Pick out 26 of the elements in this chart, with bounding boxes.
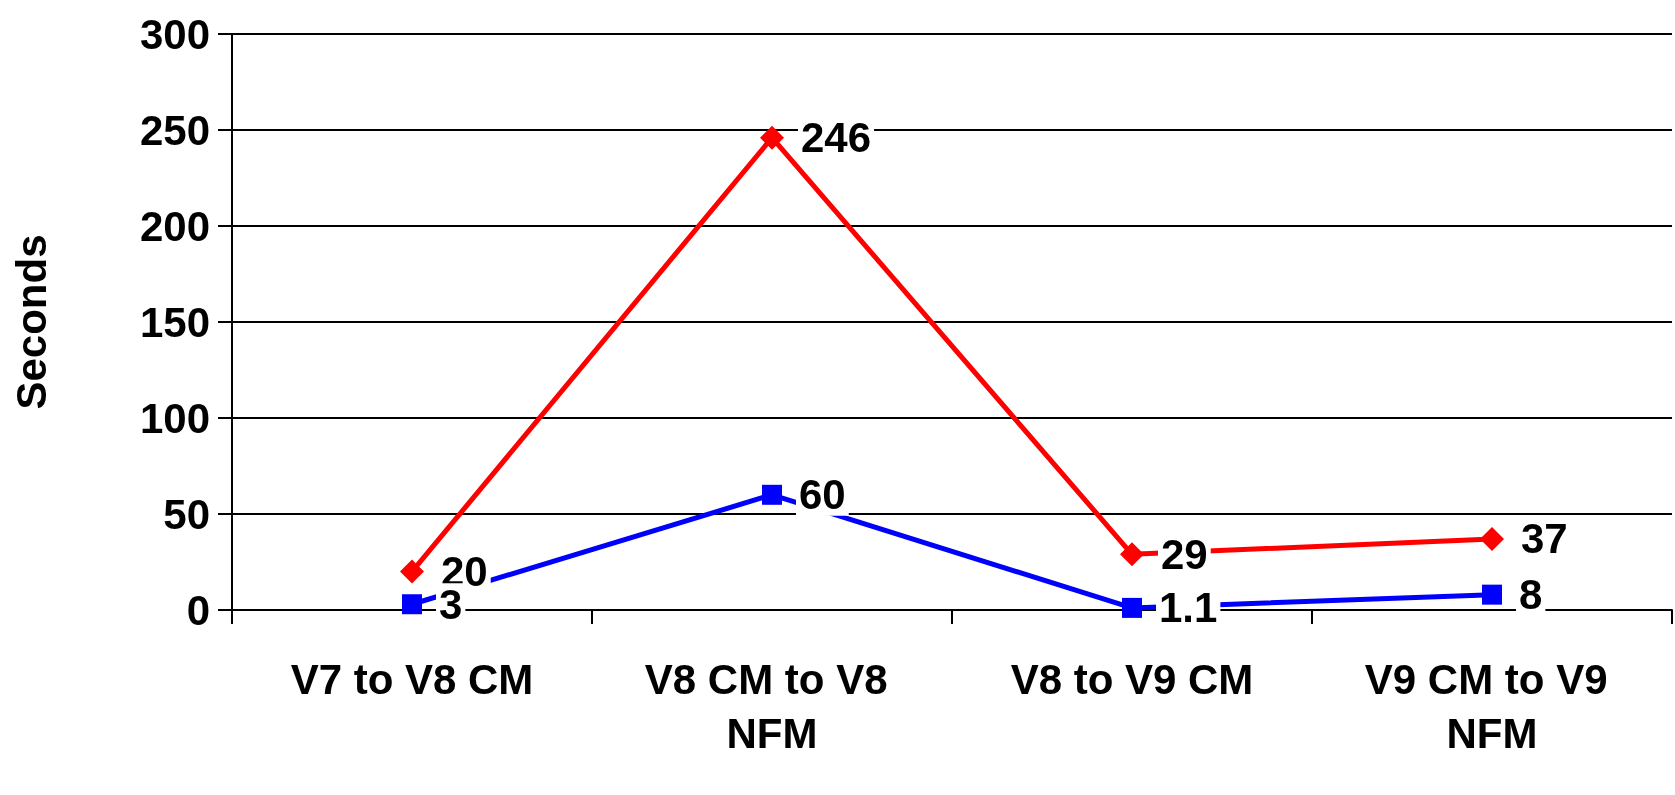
x-tick-label: V8 to V9 CM [1010, 655, 1254, 703]
point [400, 559, 424, 584]
y-tick-label: 50 [163, 490, 210, 538]
data-label: 37 [1521, 515, 1568, 563]
data-label: 8 [1519, 571, 1543, 619]
data-label: 60 [799, 471, 846, 519]
point [762, 484, 782, 505]
y-tick-label: 0 [186, 586, 210, 634]
y-tick-label: 150 [139, 298, 210, 346]
x-tick-label: V7 to V8 CM [290, 655, 534, 703]
x-tick-label: V8 CM to V8 NFM [644, 655, 900, 757]
y-tick-label: 300 [139, 10, 210, 58]
x-tick-label: V9 CM to V9 NFM [1364, 655, 1620, 757]
data-label: 246 [801, 114, 872, 162]
point [1120, 542, 1144, 567]
point [1482, 584, 1502, 605]
point [402, 594, 422, 615]
y-tick-label: 250 [139, 106, 210, 154]
y-tick-label: 100 [139, 394, 210, 442]
y-axis-title: Seconds [7, 234, 55, 410]
point [1122, 597, 1142, 618]
point [760, 125, 784, 150]
data-label: 29 [1161, 530, 1208, 578]
point [1480, 526, 1504, 551]
y-tick-label: 200 [139, 202, 210, 250]
data-label: 1.1 [1159, 584, 1218, 632]
